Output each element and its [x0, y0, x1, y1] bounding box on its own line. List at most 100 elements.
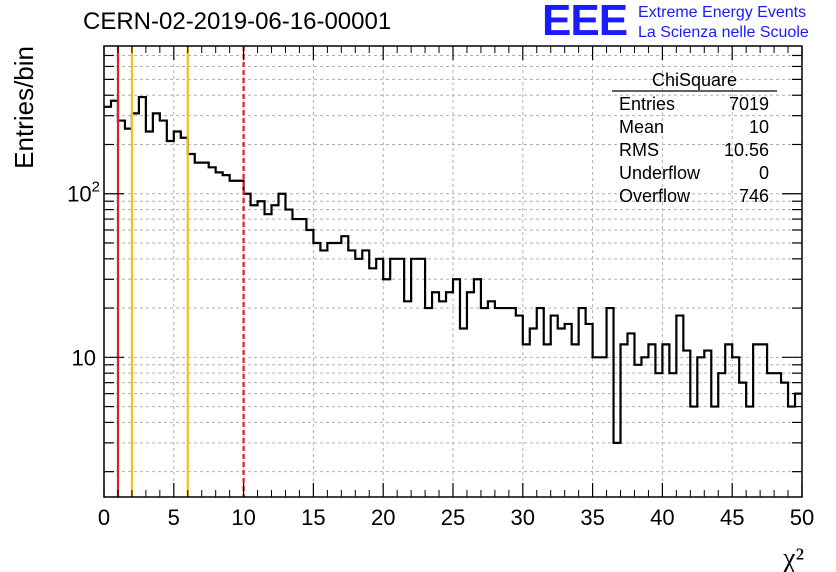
- histogram-bin: [439, 301, 446, 497]
- histogram-bin: [279, 194, 286, 497]
- y-tick-label: 10: [72, 345, 96, 370]
- histogram-bin: [104, 107, 111, 497]
- histogram-bin: [669, 373, 676, 497]
- histogram-bin: [634, 365, 641, 497]
- page-title: CERN-02-2019-06-16-00001: [83, 8, 392, 35]
- histogram-bin: [425, 308, 432, 497]
- stats-label: Mean: [619, 117, 664, 137]
- reference-lines: [116, 46, 245, 497]
- x-tick-label: 5: [168, 505, 180, 530]
- y-tick-label: 102: [67, 179, 100, 207]
- x-tick-label: 15: [301, 505, 325, 530]
- histogram-bin: [481, 308, 488, 497]
- histogram-bin: [313, 243, 320, 497]
- histogram-bin: [565, 324, 572, 497]
- histogram-bin: [495, 308, 502, 497]
- stats-value: 7019: [729, 94, 769, 114]
- eee-logo: EEE: [542, 0, 628, 45]
- logo-subtitle-2: La Scienza nelle Scuole: [638, 24, 809, 41]
- x-tick-label: 50: [790, 505, 814, 530]
- stats-label: RMS: [619, 140, 659, 160]
- histogram-bin: [746, 407, 753, 497]
- logo-subtitle-1: Extreme Energy Events: [638, 4, 807, 21]
- histogram-bin: [348, 250, 355, 497]
- stats-value: 10.56: [724, 140, 769, 160]
- histogram-bin: [641, 357, 648, 497]
- histogram-bin: [299, 219, 306, 497]
- histogram-bin: [593, 357, 600, 497]
- histogram-bin: [795, 394, 802, 497]
- histogram-bin: [285, 210, 292, 497]
- histogram-bin: [355, 259, 362, 497]
- histogram-bin: [153, 113, 160, 497]
- histogram-bin: [160, 121, 167, 497]
- histogram-bin: [334, 243, 341, 497]
- histogram-bin: [502, 308, 509, 497]
- histogram-bin: [509, 308, 516, 497]
- histogram-bin: [320, 250, 327, 497]
- stats-title: ChiSquare: [652, 70, 737, 90]
- histogram-bin: [690, 407, 697, 497]
- histogram-bin: [572, 344, 579, 497]
- x-tick-label: 20: [371, 505, 395, 530]
- histogram-bin: [272, 205, 279, 497]
- histogram-bin: [258, 201, 265, 497]
- histogram-bin: [376, 259, 383, 497]
- histogram-bin: [223, 175, 230, 497]
- stats-label: Entries: [619, 94, 675, 114]
- histogram-bin: [202, 163, 209, 497]
- histogram-bin: [390, 259, 397, 497]
- histogram-bin: [167, 141, 174, 497]
- stats-value: 0: [759, 163, 769, 183]
- x-tick-label: 0: [98, 505, 110, 530]
- histogram-bin: [230, 181, 237, 497]
- histogram-bin: [216, 172, 223, 497]
- histogram-bin: [711, 407, 718, 497]
- x-tick-label: 25: [441, 505, 465, 530]
- histogram-bin: [362, 250, 369, 497]
- histogram-bin: [292, 219, 299, 497]
- stats-value: 746: [739, 186, 769, 206]
- histogram-bin: [600, 357, 607, 497]
- stats-label: Underflow: [619, 163, 701, 183]
- stats-label: Overflow: [619, 186, 691, 206]
- histogram-bin: [774, 373, 781, 497]
- histogram-bin: [174, 132, 181, 497]
- histogram-series: [104, 95, 802, 497]
- x-tick-label: 10: [231, 505, 255, 530]
- histogram-bin: [265, 214, 272, 497]
- histogram-bin: [195, 163, 202, 497]
- histogram-bin: [383, 279, 390, 497]
- histogram-line: [104, 95, 802, 444]
- histogram-bin: [139, 97, 146, 497]
- histogram-bin: [327, 243, 334, 497]
- histogram-bin: [404, 301, 411, 497]
- histogram-bin: [614, 443, 621, 497]
- histogram-bin: [767, 373, 774, 497]
- axis-labels: 0 5 10 15 20 25 30 35 40 45 50 10 102 Entries/bin χ²: [9, 46, 814, 572]
- histogram-bin: [146, 132, 153, 497]
- y-axis-title: Entries/bin: [9, 46, 39, 169]
- x-axis-title: χ²: [782, 543, 804, 572]
- histogram-bin: [788, 407, 795, 497]
- histogram-bin: [341, 236, 348, 497]
- histogram-bin: [432, 292, 439, 497]
- stats-box: ChiSquare Entries 7019 Mean 10 RMS 10.56 Underf…: [612, 70, 777, 206]
- histogram-bin: [306, 230, 313, 497]
- histogram-bin: [488, 301, 495, 497]
- x-tick-label: 35: [580, 505, 604, 530]
- grid: [104, 46, 802, 497]
- x-tick-label: 30: [511, 505, 535, 530]
- axis-ticks: [103, 46, 803, 497]
- stats-value: 10: [749, 117, 769, 137]
- histogram-bin: [474, 279, 481, 497]
- histogram-bin: [655, 373, 662, 497]
- x-tick-label: 45: [720, 505, 744, 530]
- histogram-bin: [544, 344, 551, 497]
- histogram-bin: [251, 205, 258, 497]
- histogram-bin: [446, 292, 453, 497]
- histogram-bin: [209, 167, 216, 497]
- x-tick-label: 40: [650, 505, 674, 530]
- histogram-bin: [523, 344, 530, 497]
